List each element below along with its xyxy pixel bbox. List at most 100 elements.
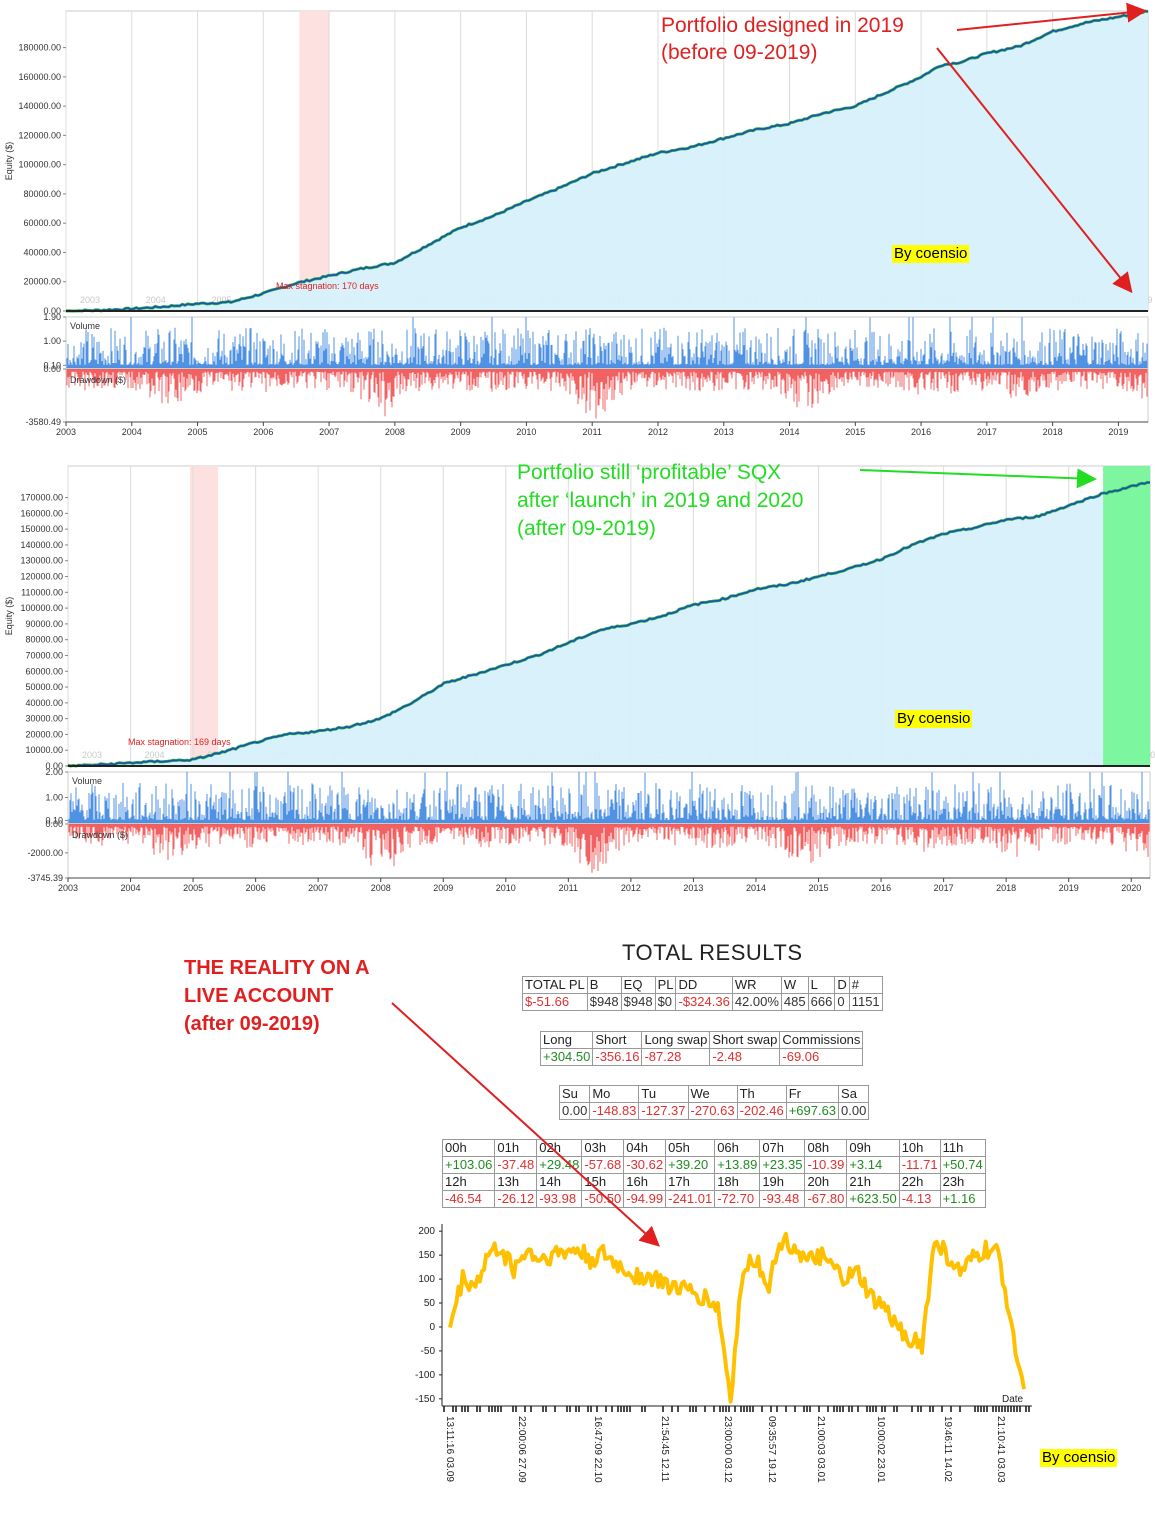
table-value-cell: 666 (807, 993, 836, 1011)
y-tick-label: 120000.00 (18, 130, 61, 140)
live-equity-line (448, 1231, 1026, 1404)
table-header-cell: 17h (665, 1173, 716, 1191)
table-header-cell: 06h (714, 1139, 761, 1157)
table-value-cell: 0.00 (838, 1102, 870, 1120)
year-label-faint: 2004 (145, 750, 165, 760)
table-header-cell: 14h (536, 1173, 583, 1191)
table-value-cell: -87.28 (641, 1048, 711, 1066)
table-header-row: Long Short Long swap Short swap Commissions (539, 1031, 864, 1049)
table-header-cell: # (848, 976, 883, 994)
volume-bars (66, 317, 1148, 368)
volume-bars (68, 772, 1150, 823)
table-value-cell: -241.01 (665, 1190, 716, 1208)
y-tick-label: 160000.00 (20, 508, 63, 518)
y-tick-label: 0.00 (43, 306, 61, 316)
table-value-cell: -72.70 (714, 1190, 761, 1208)
y-tick-label: 120000.00 (20, 572, 63, 582)
table-value-cell: +3.14 (846, 1156, 900, 1174)
table-value-cell: $948 (620, 993, 656, 1011)
table-header-cell: 10h (898, 1139, 941, 1157)
sides-table: Long Short Long swap Short swap Commissions +… (539, 1031, 864, 1066)
table-value-cell: +697.63 (785, 1102, 840, 1120)
x-tick-label: 2014 (746, 883, 766, 893)
volume-tick-label: 2.00 (45, 767, 63, 777)
x-tick-label: 2019 (1059, 883, 1079, 893)
x-tick-label: 2013 (714, 427, 734, 437)
x-tick-label: 2010 (516, 427, 536, 437)
table-value-cell: $948 (586, 993, 622, 1011)
equity-area-fill (66, 11, 1148, 311)
table-value-cell: +1.16 (939, 1190, 986, 1208)
y-tick-label: 60000.00 (23, 218, 61, 228)
table-value-cell: +103.06 (441, 1156, 496, 1174)
table-value-cell: -270.63 (687, 1102, 738, 1120)
drawdown-tick-label: 0.00 (43, 364, 61, 374)
y-axis-label: Equity ($) (4, 597, 14, 636)
summary-table: TOTAL PL B EQ PL DD WR W L D # $-51.66 $948 $948 $0 -$… (522, 976, 883, 1011)
table-value-cell: +23.35 (759, 1156, 806, 1174)
table-header-cell: Tu (638, 1085, 689, 1103)
x-tick-label: 2017 (977, 427, 997, 437)
year-label-faint: 2004 (146, 295, 166, 305)
volume-tick-label: 0.10 (43, 360, 61, 370)
table-header-cell: 02h (536, 1139, 583, 1157)
y-tick-label: 10000.00 (25, 745, 63, 755)
table-header-cell: 09h (846, 1139, 900, 1157)
x-tick-label: 2007 (319, 427, 339, 437)
stagnation-band (189, 466, 219, 766)
table-header-cell: Short swap (709, 1031, 781, 1049)
x-tick-label: 2003 (58, 883, 78, 893)
results-title: TOTAL RESULTS (622, 940, 803, 965)
table-header-cell: 08h (804, 1139, 848, 1157)
x-tick-label: 2011 (583, 427, 602, 437)
table-value-row: $-51.66 $948 $948 $0 -$324.36 42.00% 485 666 0 11… (522, 993, 883, 1011)
table-header-cell: Long swap (641, 1031, 711, 1049)
table-value-cell: -67.80 (804, 1190, 848, 1208)
table-header-cell: W (780, 976, 809, 994)
table-value-row: +103.06 -37.48 +29.48 -57.68 -30.62 +39.20 +13… (441, 1156, 986, 1174)
table-header-row: TOTAL PL B EQ PL DD WR W L D # (522, 976, 883, 994)
x-tick-label: 2004 (122, 427, 142, 437)
out-of-sample-band (1103, 466, 1150, 766)
table-value-cell: -30.62 (623, 1156, 667, 1174)
table-value-row: +304.50 -356.16 -87.28 -2.48 -69.06 (539, 1048, 864, 1066)
x-tick-label: 2012 (648, 427, 668, 437)
live-x-tick-label: 10:00:02 23.01 (875, 1416, 886, 1483)
x-tick-label: 2007 (308, 883, 328, 893)
x-tick-label: 2005 (188, 427, 208, 437)
y-tick-label: 180000.00 (18, 43, 61, 53)
annotation-live-line3: (after 09-2019) (184, 1013, 320, 1035)
y-tick-label: 170000.00 (20, 493, 63, 503)
table-header-cell: 12h (441, 1173, 496, 1191)
y-tick-label: 0.00 (45, 761, 63, 771)
x-tick-label: 2011 (559, 883, 578, 893)
x-tick-label: 2006 (246, 883, 266, 893)
table-value-cell: -10.39 (804, 1156, 848, 1174)
table-header-cell: 04h (623, 1139, 667, 1157)
volume-tick-label: 0.10 (45, 815, 63, 825)
table-header-cell: 20h (804, 1173, 848, 1191)
table-header-cell: Commissions (779, 1031, 864, 1049)
table-value-cell: +29.48 (536, 1156, 583, 1174)
x-tick-label: 2019 (1108, 427, 1128, 437)
table-header-cell: Mo (589, 1085, 640, 1103)
x-tick-label: 2004 (121, 883, 141, 893)
y-tick-label: 30000.00 (25, 714, 63, 724)
live-x-tick-label: 21:54:45 12.11 (659, 1416, 670, 1482)
volume-label: Volume (72, 776, 102, 786)
table-value-cell: $0 (654, 993, 677, 1011)
table-value-cell: -26.12 (494, 1190, 538, 1208)
table-header-cell: Long (539, 1031, 594, 1049)
table-value-cell: 485 (780, 993, 809, 1011)
table-header-cell: PL (654, 976, 677, 994)
table-header-cell: Su (558, 1085, 591, 1103)
annotation-live: THE REALITY ON A LIVE ACCOUNT (after 09-… (184, 954, 370, 1038)
live-x-tick-label: 23:00:00 03.12 (722, 1416, 733, 1483)
annotation-top-line2: (before 09-2019) (661, 41, 818, 64)
table-header-cell: 18h (714, 1173, 761, 1191)
table-header-cell: 21h (846, 1173, 900, 1191)
table-header-cell: We (687, 1085, 738, 1103)
table-value-row: -46.54 -26.12 -93.98 -50.50 -94.99 -241.01 -72… (441, 1190, 986, 1208)
live-y-tick-label: 0 (429, 1322, 435, 1333)
annotation-mid-line1: Portfolio still ‘profitable’ SQX (517, 461, 782, 484)
